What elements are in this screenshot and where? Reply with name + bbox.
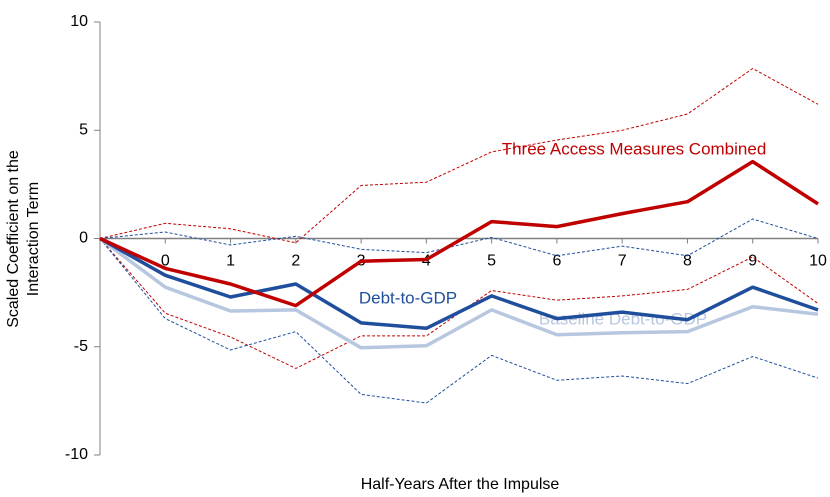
band-line — [99, 68, 819, 244]
series-line — [99, 236, 819, 331]
series-label: Debt-to-GDP — [359, 288, 457, 307]
band-line — [99, 238, 819, 369]
y-tick-label: -5 — [74, 338, 88, 355]
x-tick-label: 5 — [487, 253, 496, 270]
y-tick-label: 5 — [79, 121, 88, 138]
x-tick-label: 7 — [618, 253, 627, 270]
x-tick-label: 8 — [683, 253, 692, 270]
x-tick-label: 0 — [161, 253, 170, 270]
series-label: Three Access Measures Combined — [502, 139, 767, 158]
band-line — [99, 218, 819, 257]
x-tick-label: 1 — [226, 253, 235, 270]
x-tick-label: 2 — [291, 253, 300, 270]
x-axis-title: Half-Years After the Impulse — [361, 476, 560, 493]
y-tick-label: 0 — [79, 230, 88, 247]
series-line — [99, 159, 819, 308]
series-label: Baseline Debt-to-GDP — [539, 309, 707, 328]
x-tick-label: 6 — [552, 253, 561, 270]
x-tick-label: 9 — [748, 253, 757, 270]
y-axis-title: Interaction Term — [25, 182, 42, 296]
y-tick-label: -10 — [65, 446, 88, 463]
band-line — [99, 238, 819, 404]
y-tick-label: 10 — [70, 13, 88, 30]
y-axis-title: Scaled Coefficient on the — [5, 150, 22, 328]
series-line — [98, 237, 819, 350]
x-tick-label: 10 — [809, 253, 827, 270]
